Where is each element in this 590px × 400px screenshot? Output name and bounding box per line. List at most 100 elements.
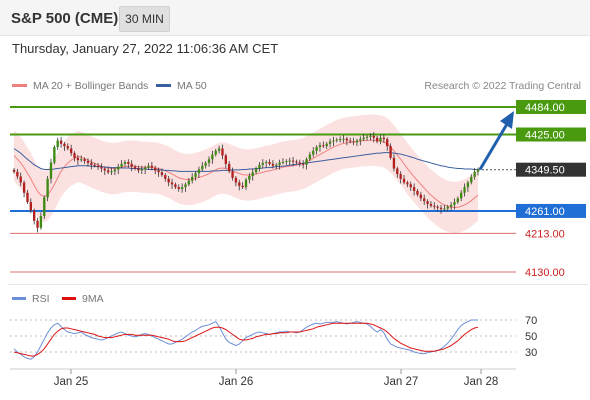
candle-body: [386, 139, 389, 147]
candle-body: [157, 170, 160, 173]
candle-body: [80, 159, 83, 161]
candle-body: [446, 206, 449, 209]
candle-body: [16, 171, 19, 177]
candle-body: [318, 145, 322, 148]
ma20-swatch: [12, 83, 27, 87]
candle-body: [228, 163, 231, 172]
candle-body: [362, 137, 365, 140]
candle-body: [359, 139, 362, 141]
candle-body: [241, 185, 244, 188]
candle-body: [177, 187, 180, 190]
candle-body: [19, 176, 22, 183]
candle-body: [46, 178, 49, 198]
candle-body: [83, 159, 86, 162]
candle-body: [248, 175, 251, 180]
legend-rsi: RSI: [12, 293, 50, 305]
candle-body: [32, 210, 36, 221]
candle-body: [476, 169, 480, 172]
candle-body: [224, 155, 228, 164]
candle-body: [29, 202, 32, 211]
candle-body: [271, 163, 275, 166]
support-label: 4213.00: [525, 228, 565, 240]
candle-body: [39, 216, 43, 228]
ma9-swatch: [62, 296, 76, 300]
candle-body: [43, 197, 46, 217]
candle-body: [382, 137, 386, 140]
candle-body: [117, 166, 120, 170]
candle-body: [335, 139, 338, 141]
candle-body: [258, 164, 261, 169]
interval-button[interactable]: 30 MIN: [119, 6, 170, 32]
candle-body: [288, 160, 291, 162]
resistance-tag: [516, 100, 586, 114]
candle-body: [69, 148, 73, 154]
ma50-label: MA 50: [177, 80, 207, 92]
candle-body: [406, 182, 409, 185]
candle-body: [207, 159, 211, 163]
candle-body: [372, 135, 375, 138]
candle-body: [342, 138, 345, 140]
candle-body: [217, 148, 221, 151]
x-tick-label: Jan 27: [383, 376, 419, 388]
resistance-tag: [516, 127, 586, 142]
candle-body: [96, 165, 100, 168]
symbol-title: S&P 500 (CME): [11, 10, 119, 27]
candle-body: [322, 145, 325, 147]
candle-body: [433, 205, 436, 207]
candle-body: [352, 141, 355, 143]
candle-body: [180, 187, 184, 190]
candle-body: [143, 167, 147, 170]
candle-body: [49, 162, 53, 179]
candle-body: [244, 179, 248, 188]
bollinger-band: [14, 114, 478, 234]
candle-body: [315, 147, 318, 151]
candle-body: [174, 184, 177, 188]
timestamp: Thursday, January 27, 2022 11:06:36 AM C…: [12, 41, 279, 56]
candle-body: [231, 171, 234, 178]
candle-body: [22, 182, 26, 193]
candle-body: [436, 206, 439, 208]
candle-body: [275, 164, 278, 166]
candle-body: [197, 169, 201, 174]
candle-body: [365, 136, 369, 138]
candle-body: [130, 163, 133, 167]
candle-body: [160, 172, 164, 176]
candle-body: [439, 207, 443, 210]
rsi-level-label: 30: [525, 347, 537, 359]
candle-body: [170, 182, 174, 185]
candle-body: [308, 154, 312, 160]
pivot-label: 4261.00: [525, 206, 565, 218]
candle-body: [251, 172, 254, 176]
candle-body: [167, 178, 170, 183]
candle-body: [26, 192, 29, 203]
legend-ma9: 9MA: [62, 293, 104, 305]
pivot-tag: [516, 203, 586, 218]
candle-body: [426, 201, 429, 204]
resistance-label: 4484.00: [525, 102, 565, 114]
candle-body: [338, 139, 342, 141]
candle-body: [238, 182, 241, 186]
candle-body: [355, 140, 359, 143]
candle-body: [204, 162, 207, 166]
candle-body: [36, 220, 39, 228]
candle-body: [449, 204, 453, 207]
candle-body: [291, 160, 295, 162]
x-tick-label: Jan 28: [463, 376, 499, 388]
candle-body: [194, 173, 197, 177]
resistance-label: 4425.00: [525, 130, 565, 142]
candle-body: [412, 187, 416, 191]
candle-body: [211, 154, 214, 160]
candle-body: [234, 177, 238, 183]
candle-body: [127, 162, 130, 164]
candle-body: [123, 162, 127, 164]
candle-body: [298, 162, 301, 164]
candle-body: [399, 174, 402, 179]
candle-body: [100, 167, 103, 169]
candle-body: [133, 166, 137, 169]
rsi-level-label: 50: [525, 331, 537, 343]
candle-body: [443, 208, 446, 210]
projection-arrowhead: [500, 111, 514, 129]
candle-body: [106, 170, 110, 173]
candle-body: [389, 146, 392, 158]
